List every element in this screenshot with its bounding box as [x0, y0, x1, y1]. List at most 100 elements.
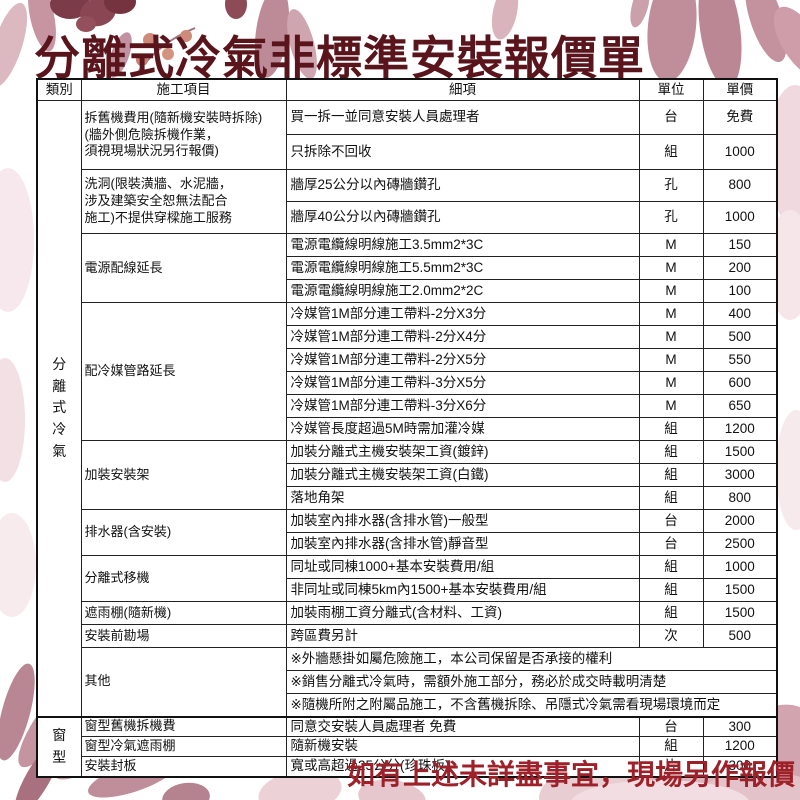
table-row: 排水器(含安裝) 加裝室內排水器(含排水管)一般型台 2000: [37, 509, 778, 556]
price-cell: 1500: [702, 601, 778, 625]
work-item-cell: 窗型冷氣遮雨棚: [80, 736, 287, 757]
column-header: 施工項目: [80, 78, 287, 101]
price-cell: 免費: [702, 100, 778, 135]
table-row: 配冷媒管路延長 冷媒管1M部分連工帶料-2分X3分 M 400: [37, 302, 778, 441]
detail-cell: 非同址或同棟5km內1500+基本安裝費用/組: [285, 578, 640, 602]
price-cell: 400: [702, 302, 778, 326]
price-cell: 1000: [702, 201, 778, 234]
category-cell: 分 離 式 冷 氣: [36, 100, 82, 717]
work-item-cell: 分離式移機: [80, 555, 287, 602]
table-row: 其他 ※外牆懸掛如屬危險施工，本公司保留是否承接的權利: [37, 647, 778, 717]
unit-cell: 組: [638, 134, 704, 170]
detail-cell: 電源電纜線明線施工2.0mm2*2C: [285, 279, 640, 303]
price-cell: 800: [702, 486, 778, 510]
price-cell: 800: [702, 169, 778, 202]
table-row: 洗洞(限裝潢牆、水泥牆， 涉及建築安全恕無法配合 施工)不提供穿樑施工服務 牆厚2…: [37, 169, 778, 234]
detail-cell: 冷媒管長度超過5M時需加灌冷媒: [285, 417, 640, 441]
work-item-cell: 安裝封板: [80, 756, 287, 777]
unit-cell: 次: [638, 624, 704, 648]
table-row: 窗 型窗型舊機拆機費 同意交安裝人員處理者 免費台 300: [36, 715, 778, 777]
detail-cell: 買一拆一並同意安裝人員處理者: [285, 100, 640, 135]
table-row: 冷媒管1M部分連工帶料-3分X5分 M 600: [37, 371, 778, 395]
work-item-cell: 加裝安裝架: [80, 440, 287, 510]
detail-cell: 加裝室內排水器(含排水管)靜音型: [285, 532, 640, 556]
footer-note: 如有上述未詳盡事宜，現場另作報價: [346, 759, 795, 790]
column-header: 類別: [36, 78, 82, 101]
table-row: 落地角架組 800: [37, 486, 778, 510]
table-row: 加裝安裝架 加裝分離式主機安裝架工資(鍍鋅) 組 1500: [37, 440, 778, 510]
unit-cell: 台: [638, 715, 704, 737]
price-cell: 1500: [702, 578, 778, 602]
detail-cell: 落地角架: [285, 486, 640, 510]
detail-cell: 加裝分離式主機安裝架工資(鍍鋅): [285, 440, 640, 464]
unit-cell: 孔: [638, 169, 704, 202]
table-row: 分 離 式 冷 氣拆舊機費用(隨新機安裝時拆除) (牆外側危險拆機作業， 須視現…: [36, 100, 778, 717]
unit-cell: M: [638, 348, 704, 372]
price-cell: 100: [702, 279, 778, 303]
price-cell: 600: [702, 371, 778, 395]
table-row: 電源電纜線明線施工2.0mm2*2C M 100: [37, 279, 778, 303]
page-title: 分離式冷氣非標準安裝報價單: [34, 32, 645, 84]
table-row: ※隨機所附之附屬品施工，不含舊機拆除、吊隱式冷氣需看現場環境而定: [37, 693, 778, 717]
note-cell: ※外牆懸掛如屬危險施工，本公司保留是否承接的權利: [285, 647, 778, 671]
detail-cell: 只拆除不回收: [285, 134, 640, 170]
price-cell: 2500: [702, 532, 778, 556]
quotation-table: 類別 施工項目 細項 單位 單價 分 離 式 冷 氣拆舊機費用(隨新機安裝時拆除) (牆…: [36, 78, 778, 778]
table-row: 電源電纜線明線施工5.5mm2*3C M 200: [37, 256, 778, 280]
detail-cell: 同意交安裝人員處理者 免費: [285, 715, 640, 737]
table-row: 加裝室內排水器(含排水管)靜音型台 2500: [37, 532, 778, 556]
unit-cell: M: [638, 256, 704, 280]
work-item-cell: 遮雨棚(隨新機): [80, 601, 287, 625]
unit-cell: 組: [638, 486, 704, 510]
work-item-cell: 排水器(含安裝): [80, 509, 287, 556]
unit-cell: 組: [638, 736, 704, 757]
unit-cell: M: [638, 394, 704, 418]
unit-cell: 組: [638, 555, 704, 579]
table-row: 冷媒管1M部分連工帶料-2分X4分 M 500: [37, 325, 778, 349]
detail-cell: 加裝分離式主機安裝架工資(白鐵): [285, 463, 640, 487]
price-cell: 300: [702, 756, 778, 777]
table-row: 遮雨棚(隨新機) 加裝雨棚工資分離式(含材料、工資) 組 1500: [37, 601, 778, 625]
work-item-cell: 電源配線延長: [80, 233, 287, 303]
work-item-cell: 窗型舊機拆機費: [80, 715, 287, 737]
unit-cell: 組: [638, 601, 704, 625]
price-cell: 500: [702, 325, 778, 349]
unit-cell: 台: [638, 509, 704, 533]
table-row: 安裝封板 寬或高超過25公分(珍珠板) 片 300: [37, 756, 778, 777]
detail-cell: 冷媒管1M部分連工帶料-2分X5分: [285, 348, 640, 372]
price-cell: 2000: [702, 509, 778, 533]
price-cell: 550: [702, 348, 778, 372]
price-cell: 1200: [702, 417, 778, 441]
unit-cell: M: [638, 233, 704, 257]
column-header: 細項: [285, 78, 640, 101]
price-cell: 650: [702, 394, 778, 418]
detail-cell: 冷媒管1M部分連工帶料-2分X3分: [285, 302, 640, 326]
price-cell: 200: [702, 256, 778, 280]
detail-cell: 電源電纜線明線施工5.5mm2*3C: [285, 256, 640, 280]
work-item-cell: 拆舊機費用(隨新機安裝時拆除) (牆外側危險拆機作業， 須視現場狀況另行報價): [80, 100, 287, 170]
detail-cell: 冷媒管1M部分連工帶料-2分X4分: [285, 325, 640, 349]
note-cell: ※隨機所附之附屬品施工，不含舊機拆除、吊隱式冷氣需看現場環境而定: [285, 693, 778, 717]
detail-cell: 寬或高超過25公分(珍珠板): [285, 756, 640, 777]
table-row: 安裝前勘場 跨區費另計次 500: [37, 624, 778, 648]
table-row: 分離式移機 同址或同棟1000+基本安裝費用/組組 1000: [37, 555, 778, 602]
table-row: 非同址或同棟5km內1500+基本安裝費用/組組 1500: [37, 578, 778, 602]
detail-cell: 同址或同棟1000+基本安裝費用/組: [285, 555, 640, 579]
unit-cell: 組: [638, 578, 704, 602]
table-row: 窗型冷氣遮雨棚 隨新機安裝組 1200: [37, 736, 778, 757]
detail-cell: 加裝雨棚工資分離式(含材料、工資): [285, 601, 640, 625]
work-item-cell: 安裝前勘場: [80, 624, 287, 648]
price-cell: 150: [702, 233, 778, 257]
detail-cell: 電源電纜線明線施工3.5mm2*3C: [285, 233, 640, 257]
work-item-cell: 洗洞(限裝潢牆、水泥牆， 涉及建築安全恕無法配合 施工)不提供穿樑施工服務: [80, 169, 287, 234]
column-header: 單位: [638, 78, 704, 101]
detail-cell: 跨區費另計: [285, 624, 640, 648]
unit-cell: 孔: [638, 201, 704, 234]
price-cell: 500: [702, 624, 778, 648]
detail-cell: 冷媒管1M部分連工帶料-3分X6分: [285, 394, 640, 418]
detail-cell: 牆厚25公分以內磚牆鑽孔: [285, 169, 640, 202]
table-header: 類別 施工項目 細項 單位 單價: [36, 78, 778, 101]
price-cell: 300: [702, 715, 778, 737]
unit-cell: M: [638, 302, 704, 326]
